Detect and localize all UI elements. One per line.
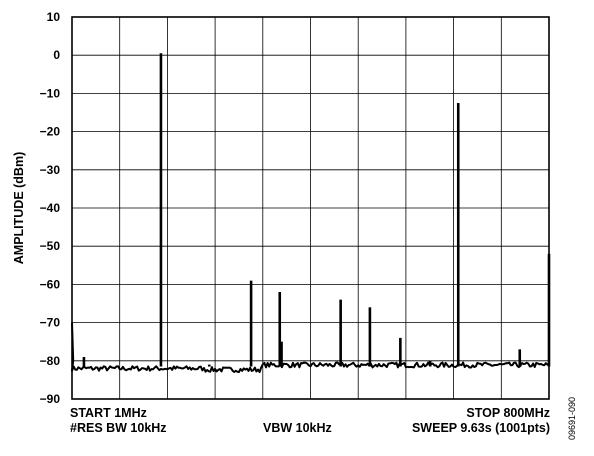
y-tick-label: −20 [40,125,61,139]
y-tick-label: −10 [40,86,61,100]
y-axis-ticks: 10 0 −10 −20 −30 −40 −50 −60 −70 −80 −90 [40,10,61,406]
y-axis-label: AMPLITUDE (dBm) [12,152,26,265]
start-frequency-label: START 1MHz [70,406,147,420]
plot-frame [71,16,550,400]
resolution-bandwidth-label: #RES BW 10kHz [70,421,167,435]
y-tick-label: −50 [40,239,61,253]
grid [72,17,549,399]
y-tick-label: 10 [47,10,61,24]
y-tick-label: −40 [40,201,61,215]
y-tick-label: 0 [53,48,60,62]
sweep-time-label: SWEEP 9.63s (1001pts) [411,421,550,435]
video-bandwidth-label: VBW 10kHz [263,421,332,435]
spectrum-peaks [82,53,551,367]
y-tick-label: −90 [40,392,61,406]
figure-id: 09691-090 [567,396,577,440]
spectrum-trace [71,322,550,374]
stop-frequency-label: STOP 800MHz [466,406,550,420]
y-tick-label: −80 [40,354,61,368]
y-tick-label: −30 [40,163,61,177]
y-tick-label: −70 [40,316,61,330]
y-tick-label: −60 [40,277,61,291]
